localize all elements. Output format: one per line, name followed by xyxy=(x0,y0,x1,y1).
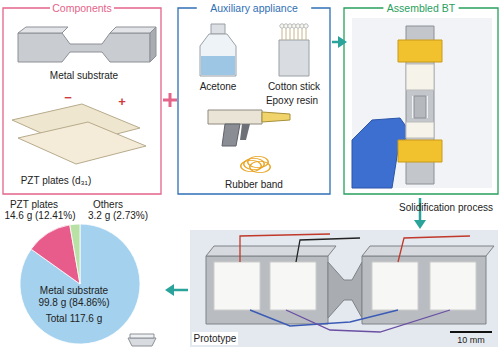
svg-text:+: + xyxy=(118,94,126,109)
svg-text:Epoxy resin: Epoxy resin xyxy=(266,95,318,106)
svg-text:Others: Others xyxy=(93,199,123,210)
svg-text:99.8 g (84.86%): 99.8 g (84.86%) xyxy=(38,297,109,308)
svg-text:PZT plates (d₃₁): PZT plates (d₃₁) xyxy=(21,175,92,186)
svg-text:Cotton stick: Cotton stick xyxy=(268,81,321,92)
svg-text:Acetone: Acetone xyxy=(200,81,237,92)
svg-text:Prototype: Prototype xyxy=(194,333,237,344)
svg-text:Solidification process: Solidification process xyxy=(399,202,493,213)
svg-text:Metal substrate: Metal substrate xyxy=(40,285,109,296)
svg-text:10 mm: 10 mm xyxy=(457,335,485,345)
svg-text:Total 117.6 g: Total 117.6 g xyxy=(46,313,103,324)
svg-text:PZT plates: PZT plates xyxy=(10,199,58,210)
svg-text:Metal substrate: Metal substrate xyxy=(50,70,119,81)
svg-text:Auxiliary appliance: Auxiliary appliance xyxy=(210,2,298,14)
svg-text:Assembled BT: Assembled BT xyxy=(387,2,456,14)
svg-text:Components: Components xyxy=(52,2,112,14)
svg-text:−: − xyxy=(64,90,72,105)
svg-text:Rubber band: Rubber band xyxy=(225,179,283,190)
svg-text:14.6 g (12.41%): 14.6 g (12.41%) xyxy=(4,210,75,221)
svg-text:3.2 g (2.73%): 3.2 g (2.73%) xyxy=(88,210,148,221)
